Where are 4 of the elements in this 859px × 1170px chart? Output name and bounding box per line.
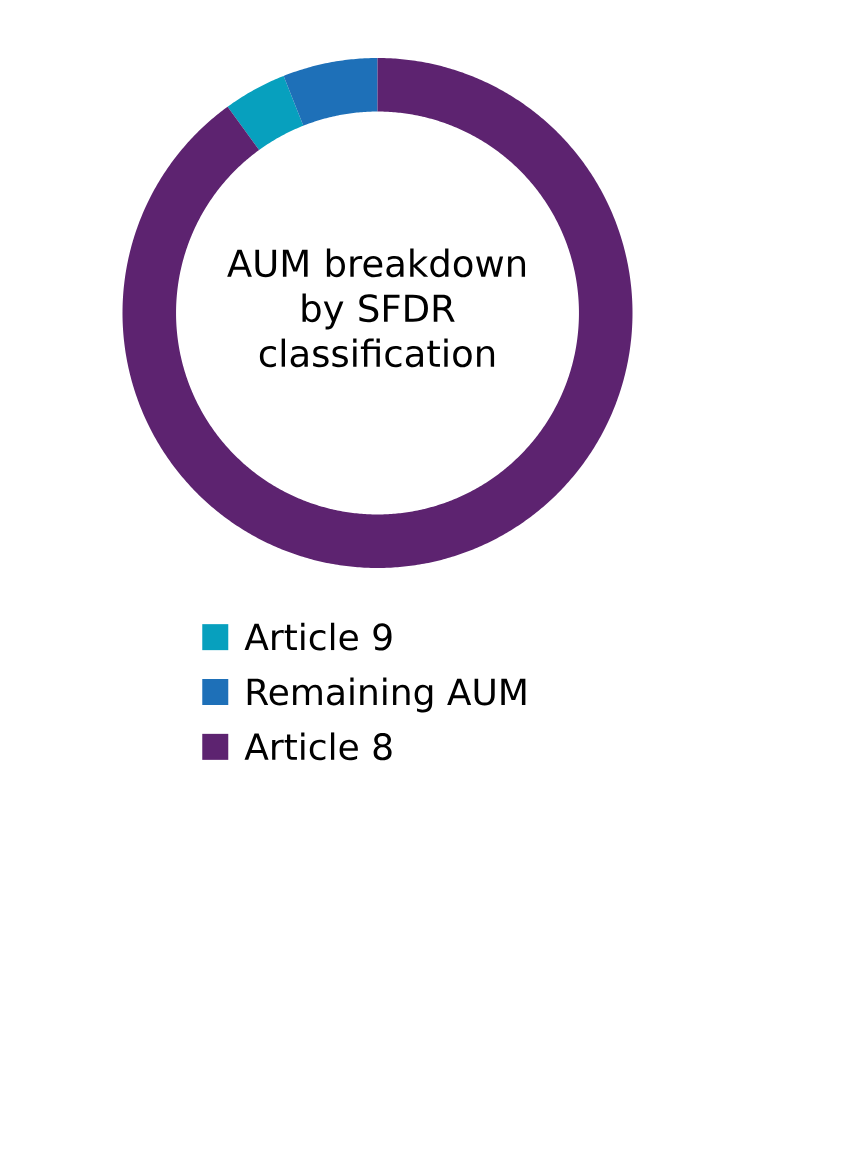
legend-label: Remaining AUM xyxy=(247,677,526,713)
legend-label: Article 8 xyxy=(244,732,392,761)
legend-label: Article 9 xyxy=(244,622,392,651)
text: AUM breakdown by SFDR classification xyxy=(227,248,526,368)
